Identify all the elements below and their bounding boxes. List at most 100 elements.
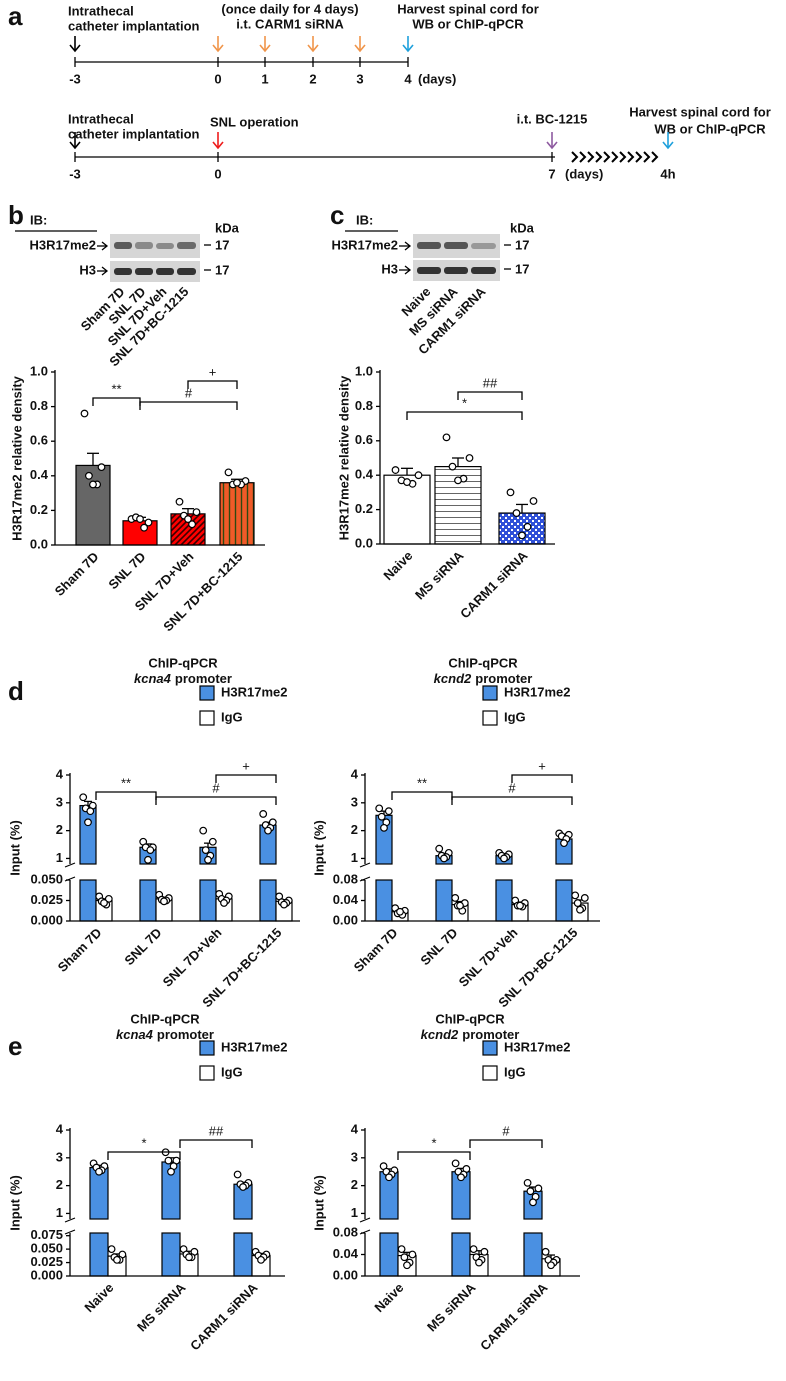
bar — [375, 879, 393, 922]
data-point — [385, 1173, 393, 1182]
data-point — [397, 1245, 406, 1254]
bar — [555, 879, 573, 922]
chart-title: ChIP-qPCR — [448, 655, 518, 670]
treatment-text: (once daily for 4 days) — [221, 1, 358, 16]
data-point — [560, 839, 568, 848]
axis-break — [64, 862, 76, 882]
y-tick-label: 0.050 — [30, 1241, 63, 1256]
panel-label: b — [8, 200, 24, 230]
chart-title: ChIP-qPCR — [435, 1011, 505, 1026]
axis-break — [64, 1217, 76, 1235]
data-point — [435, 844, 444, 853]
y-axis-label: H3R17me2 relative density — [9, 375, 24, 541]
data-point — [264, 826, 272, 835]
panel-label: c — [330, 200, 344, 230]
data-point — [146, 846, 155, 854]
significance-label: * — [431, 1135, 436, 1150]
data-point — [396, 907, 404, 916]
bar — [451, 1232, 471, 1277]
data-point — [480, 1247, 489, 1256]
data-point — [469, 1245, 478, 1254]
chevron — [627, 151, 635, 163]
significance-bracket — [451, 796, 573, 805]
y-tick-label: 0.000 — [30, 912, 63, 927]
significance-label: * — [462, 395, 467, 410]
data-point — [113, 1255, 121, 1264]
harvest-text: WB or ChIP-qPCR — [654, 121, 766, 136]
data-point — [523, 1178, 532, 1187]
data-point — [526, 1187, 535, 1196]
x-tick-label: SNL 7D — [417, 925, 460, 968]
data-point — [506, 488, 515, 497]
legend-label: IgG — [504, 1064, 526, 1079]
data-point — [571, 891, 580, 900]
legend-swatch — [482, 1065, 498, 1081]
data-point — [86, 807, 95, 816]
arrow-head — [662, 141, 674, 150]
data-point — [516, 901, 524, 910]
arrow-head — [354, 44, 366, 53]
day-label: 1 — [261, 71, 268, 86]
operation-text: SNL operation — [210, 114, 299, 129]
kda-label: 17 — [515, 237, 529, 252]
data-point — [391, 466, 400, 474]
y-tick-label: 1 — [351, 1205, 358, 1220]
day-label: 2 — [309, 71, 316, 86]
data-point — [175, 497, 184, 506]
data-point — [457, 1173, 465, 1182]
significance-label: ** — [417, 775, 427, 790]
x-tick-label: CARM1 siRNA — [457, 548, 531, 622]
y-tick-label: 4 — [351, 1121, 359, 1136]
y-tick-label: 1 — [56, 1205, 63, 1220]
kda-label: 17 — [515, 261, 529, 276]
day-label: -3 — [69, 166, 81, 181]
data-point — [97, 463, 106, 472]
data-point — [107, 1245, 116, 1254]
bar — [233, 1232, 253, 1277]
legend-label: IgG — [221, 709, 243, 724]
y-tick-label: 0.2 — [30, 502, 48, 517]
bar — [495, 879, 513, 922]
data-point — [85, 471, 93, 480]
significance-bracket — [397, 1151, 471, 1160]
y-tick-label: 0.04 — [333, 1246, 359, 1261]
kda-label: 17 — [215, 262, 229, 277]
data-point — [89, 480, 97, 489]
data-point — [576, 905, 584, 914]
chevron — [611, 151, 619, 163]
data-point — [136, 515, 144, 523]
data-point — [451, 894, 460, 902]
chevron — [651, 151, 659, 163]
blot-arrow-head — [101, 266, 109, 276]
chevron — [587, 151, 595, 163]
significance-bracket — [457, 391, 523, 400]
data-point — [512, 509, 521, 517]
blot-image — [413, 234, 500, 281]
y-tick-label: 0.4 — [355, 467, 374, 482]
y-tick-label: 0.025 — [30, 892, 63, 907]
data-point — [534, 1184, 543, 1193]
significance-bracket — [107, 1151, 181, 1160]
y-tick-label: 0.050 — [30, 871, 63, 886]
legend-swatch — [199, 685, 215, 701]
data-point — [233, 478, 241, 487]
significance-bracket — [92, 397, 141, 406]
blot-row-label: H3 — [381, 261, 398, 276]
bar — [219, 482, 255, 546]
y-tick-label: 0.08 — [333, 1224, 358, 1239]
chart-subtitle: kcna4 promoter — [134, 671, 232, 686]
data-point — [541, 1247, 550, 1256]
data-point — [79, 793, 88, 802]
blot-unit: kDa — [215, 220, 240, 235]
data-point — [160, 897, 168, 906]
x-tick-label: MS siRNA — [412, 548, 467, 603]
subtitle-text: promoter — [475, 671, 532, 686]
bar — [89, 1232, 109, 1277]
chart-subtitle: kcnd2 promoter — [434, 671, 533, 686]
data-point — [185, 1253, 193, 1262]
panel-label: a — [8, 1, 23, 31]
y-tick-label: 4 — [351, 766, 359, 781]
significance-bracket — [179, 1139, 253, 1148]
data-point — [454, 476, 462, 485]
treatment-text: i.t. BC-1215 — [517, 111, 588, 126]
